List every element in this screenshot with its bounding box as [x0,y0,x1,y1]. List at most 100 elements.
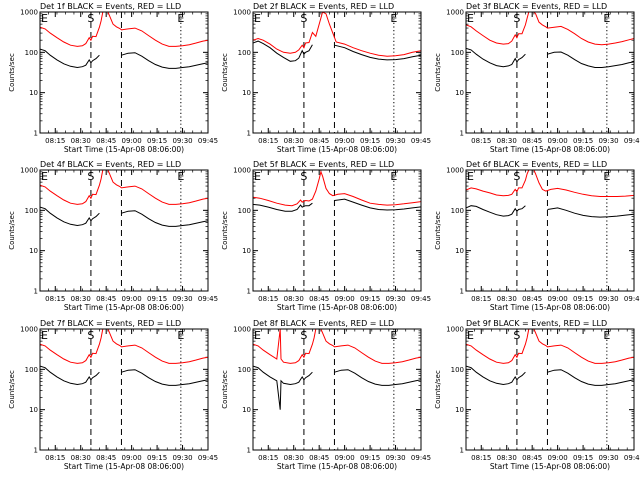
lld-series-line [466,329,634,364]
lld-series-line [40,12,208,47]
panel-frame [252,169,422,292]
panel-title: Det 8f BLACK = Events, RED = LLD [253,319,394,328]
series-group [253,170,421,212]
x-tick-label: 09:15 [147,454,167,462]
panel-frame [465,328,635,451]
x-tick-label: 09:15 [573,137,593,145]
y-tick-label: 10 [455,406,464,414]
marker-label: E [390,170,397,183]
x-tick-label: 08:15 [471,454,491,462]
y-tick-label: 100 [238,49,251,57]
marker-label: E [254,12,261,25]
detector-panel: Det 1f BLACK = Events, RED = LLD Counts/s… [8,2,218,154]
y-axis-title: Counts/sec [221,53,229,92]
marker-label: E [603,329,610,342]
lld-series-line [253,329,421,364]
y-axis-title: Counts/sec [434,211,442,250]
series-group [466,170,634,218]
y-tick-label: 1 [460,288,464,296]
detector-panel: Det 3f BLACK = Events, RED = LLD Counts/s… [434,2,640,154]
marker-label: E [41,170,48,183]
x-axis-title: Start Time (15-Apr-08 08:06:00) [277,303,397,312]
y-tick-label: 10 [242,247,251,255]
panel-title: Det 5f BLACK = Events, RED = LLD [253,160,394,169]
marker-label: S [513,329,520,342]
detector-panel: Det 6f BLACK = Events, RED = LLD Counts/s… [434,160,640,312]
y-axis-title: Counts/sec [8,370,16,409]
marker-label: E [390,12,397,25]
x-tick-label: 08:30 [71,454,91,462]
y-tick-label: 1000 [446,167,464,175]
x-tick-label: 08:45 [96,454,116,462]
x-tick-label: 08:30 [71,137,91,145]
panel-title: Det 7f BLACK = Events, RED = LLD [40,319,181,328]
x-tick-label: 09:00 [122,295,142,303]
marker-label: E [177,170,184,183]
events-series-line [466,205,526,217]
marker-label: S [513,170,520,183]
detector-panel: Det 2f BLACK = Events, RED = LLD Counts/s… [221,2,431,154]
x-tick-label: 09:30 [598,295,618,303]
x-tick-label: 09:30 [172,454,192,462]
marker-label: S [513,12,520,25]
x-tick-label: 08:45 [96,295,116,303]
y-tick-label: 100 [25,207,38,215]
y-axis-title: Counts/sec [221,211,229,250]
x-tick-label: 09:15 [573,454,593,462]
x-tick-label: 09:45 [624,137,640,145]
series-group [253,12,421,62]
panel-frame [252,11,422,134]
panel-title: Det 4f BLACK = Events, RED = LLD [40,160,181,169]
x-tick-label: 09:00 [548,295,568,303]
x-tick-label: 09:15 [360,137,380,145]
marker-label: E [603,170,610,183]
events-series-line [253,365,313,410]
x-axis-title: Start Time (15-Apr-08 08:06:00) [490,462,610,471]
y-tick-label: 100 [451,207,464,215]
y-tick-label: 1 [247,288,251,296]
events-series-line [40,48,100,69]
x-tick-label: 08:30 [284,454,304,462]
x-tick-label: 08:15 [45,137,65,145]
detector-panel: Det 7f BLACK = Events, RED = LLD Counts/s… [8,319,218,471]
lld-series-line [40,329,208,364]
panel-frame [465,11,635,134]
x-tick-label: 09:45 [198,295,218,303]
x-tick-label: 08:15 [258,454,278,462]
panel-frame [39,11,209,134]
x-tick-label: 09:45 [198,137,218,145]
x-tick-label: 09:30 [385,137,405,145]
marker-label: S [87,12,94,25]
marker-label: E [467,329,474,342]
marker-label: S [87,329,94,342]
x-tick-label: 09:00 [548,137,568,145]
x-tick-label: 09:00 [122,137,142,145]
y-tick-label: 1000 [233,326,251,334]
events-series-line [253,202,313,212]
marker-label: S [300,12,307,25]
x-tick-label: 09:00 [335,295,355,303]
y-tick-label: 1000 [233,9,251,17]
x-tick-label: 08:45 [309,295,329,303]
marker-label: E [177,12,184,25]
detector-panel: Det 8f BLACK = Events, RED = LLD Counts/s… [221,319,431,471]
panel-frame [39,169,209,292]
x-axis-title: Start Time (15-Apr-08 08:06:00) [64,145,184,154]
x-tick-label: 09:00 [335,454,355,462]
y-tick-label: 1 [34,447,38,455]
lld-series-line [253,170,421,207]
x-tick-label: 08:45 [309,137,329,145]
panel-title: Det 9f BLACK = Events, RED = LLD [466,319,607,328]
marker-label: E [41,12,48,25]
x-tick-label: 08:30 [284,295,304,303]
marker-label: E [467,170,474,183]
x-tick-label: 09:30 [385,454,405,462]
x-tick-label: 08:30 [497,137,517,145]
y-tick-label: 1000 [233,167,251,175]
panel-title: Det 1f BLACK = Events, RED = LLD [40,2,181,11]
y-tick-label: 1 [460,447,464,455]
events-series-line [334,198,421,211]
y-tick-label: 1 [247,447,251,455]
marker-label: E [467,12,474,25]
panel-title: Det 2f BLACK = Events, RED = LLD [253,2,394,11]
